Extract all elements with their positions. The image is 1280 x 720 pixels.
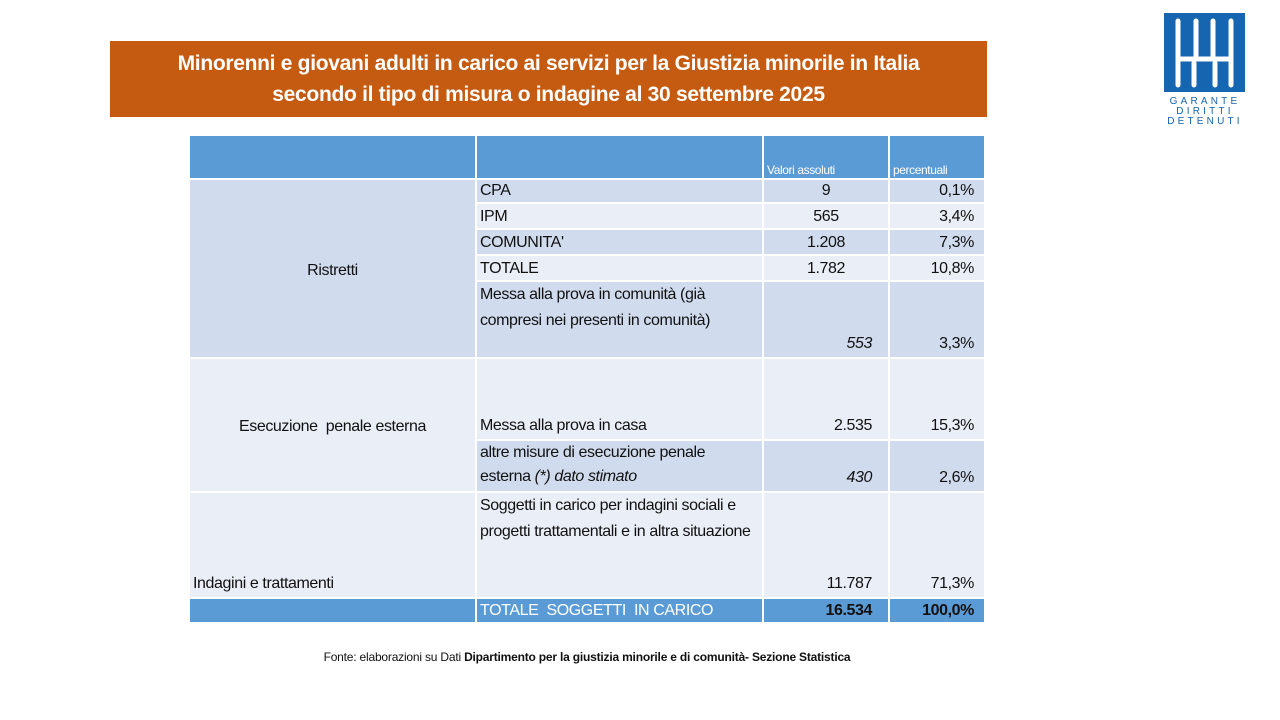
row-pct: 71,3% — [890, 493, 984, 597]
row-label: Messa alla prova in casa — [477, 359, 762, 439]
header-cell — [190, 136, 475, 178]
slide-title: Minorenni e giovani adulti in carico ai … — [110, 41, 987, 117]
row-abs-value: 11.787 — [826, 575, 873, 592]
row-pct: 3,4% — [890, 204, 984, 228]
total-pct: 100,0% — [890, 599, 984, 622]
row-pct: 15,3% — [890, 359, 984, 439]
row-pct: 7,3% — [890, 230, 984, 254]
row-abs: 1.208 — [764, 230, 888, 254]
row-abs-value: 553 — [846, 335, 873, 352]
title-line-1: Minorenni e giovani adulti in carico ai … — [177, 52, 920, 75]
row-abs: 553 — [764, 282, 888, 357]
row-abs: 430 — [764, 441, 888, 491]
row-label: COMUNITA' — [477, 230, 762, 254]
row-pct: 0,1% — [890, 180, 984, 202]
group-esecuzione: Esecuzione penale esterna — [190, 359, 475, 491]
row-label: Messa alla prova in comunità (già compre… — [477, 282, 762, 357]
total-label: TOTALE SOGGETTI IN CARICO — [477, 599, 762, 622]
row-abs-value: 430 — [846, 469, 873, 486]
logo-text: GARANTE — [1169, 96, 1241, 107]
header-cell — [477, 136, 762, 178]
group-indagini: Indagini e trattamenti — [190, 493, 475, 597]
row-note: (*) dato stimato — [534, 468, 637, 485]
row-pct-value: 3,3% — [939, 335, 974, 352]
row-pct-value: 15,3% — [930, 417, 975, 434]
total-row-blank — [190, 599, 475, 622]
header-pct-label: percentuali — [893, 163, 948, 177]
source-name: Dipartimento per la giustizia minorile e… — [464, 650, 851, 664]
row-abs: 1.782 — [764, 256, 888, 280]
row-label: altre misure di esecuzione penale estern… — [477, 441, 762, 491]
row-abs: 9 — [764, 180, 888, 202]
header-pct: percentuali — [890, 136, 984, 178]
group-indagini-label: Indagini e trattamenti — [193, 575, 334, 592]
row-label-text: Messa alla prova in casa — [480, 417, 647, 434]
row-pct: 3,3% — [890, 282, 984, 357]
logo-text: DIRITTI — [1176, 106, 1234, 117]
row-pct-value: 71,3% — [930, 575, 975, 592]
total-abs: 16.534 — [764, 599, 888, 622]
row-abs: 2.535 — [764, 359, 888, 439]
header-abs-label: Valori assoluti — [767, 163, 835, 177]
row-label: TOTALE — [477, 256, 762, 280]
source-note: Fonte: elaborazioni su Dati Dipartimento… — [0, 650, 1174, 664]
logo-text: DETENUTI — [1167, 116, 1243, 127]
row-abs: 11.787 — [764, 493, 888, 597]
row-abs: 565 — [764, 204, 888, 228]
row-label: CPA — [477, 180, 762, 202]
row-label: IPM — [477, 204, 762, 228]
row-pct: 2,6% — [890, 441, 984, 491]
row-abs-value: 2.535 — [833, 417, 872, 434]
row-pct-value: 2,6% — [939, 469, 974, 486]
row-label: Soggetti in carico per indagini sociali … — [477, 493, 762, 597]
row-pct: 10,8% — [890, 256, 984, 280]
group-ristretti: Ristretti — [190, 180, 475, 357]
garante-logo-icon — [1164, 13, 1245, 92]
row-label-text: altre misure di esecuzione penale estern… — [480, 444, 706, 485]
header-abs: Valori assoluti — [764, 136, 888, 178]
title-line-2: secondo il tipo di misura o indagine al … — [272, 83, 825, 106]
source-prefix: Fonte: elaborazioni su Dati — [323, 650, 465, 664]
